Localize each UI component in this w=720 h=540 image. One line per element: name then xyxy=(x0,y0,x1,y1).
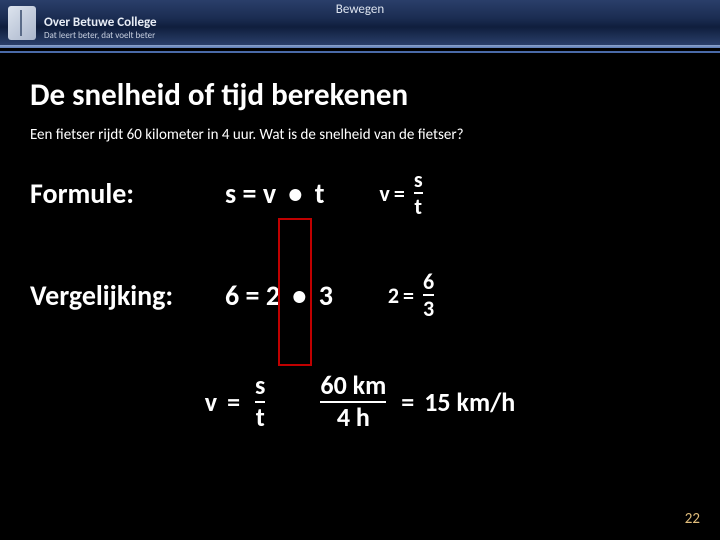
formula-expression: s = v • t xyxy=(225,176,324,211)
fraction-den: t xyxy=(256,404,265,431)
equals-sign: = xyxy=(401,386,414,418)
dot-icon: • xyxy=(282,176,308,211)
equation-label: Vergelijking: xyxy=(30,278,225,313)
formula-v: v xyxy=(263,176,276,211)
fraction-num: 6 xyxy=(423,270,434,293)
school-name: Over Betuwe College xyxy=(44,15,157,30)
school-motto: Dat leert beter, dat voelt beter xyxy=(44,30,155,41)
fraction-num: s xyxy=(414,168,423,191)
page-number: 22 xyxy=(685,510,700,528)
fraction: s t xyxy=(414,168,423,218)
eq-lhs: 6 xyxy=(225,278,239,313)
formula-row: Formule: s = v • t v = s t xyxy=(30,168,690,218)
equation-row: Vergelijking: 6 = 2 • 3 2 = 6 3 xyxy=(30,270,690,320)
final-equation: v = s t 60 km 4 h = 15 km/h xyxy=(30,372,690,431)
formula-s: s xyxy=(225,176,236,211)
fraction-num: s xyxy=(255,372,265,399)
eq-a: 2 xyxy=(266,278,280,313)
equation-expression: 6 = 2 • 3 xyxy=(225,278,333,313)
final-v: v xyxy=(205,386,217,418)
side-lhs: v xyxy=(379,180,389,207)
fraction-num: 60 km xyxy=(320,372,386,399)
eq-b: 3 xyxy=(319,278,333,313)
school-logo xyxy=(8,6,36,40)
header-title: Bewegen xyxy=(336,2,384,17)
equals-sign: = xyxy=(246,278,260,313)
slide-header: Over Betuwe College Dat leert beter, dat… xyxy=(0,0,720,48)
page-title: De snelheid of tijd berekenen xyxy=(30,76,690,114)
fraction: 6 3 xyxy=(423,270,434,320)
side-lhs: 2 xyxy=(388,282,399,309)
question-text: Een fietser rijdt 60 kilometer in 4 uur.… xyxy=(30,126,690,144)
equals-sign: = xyxy=(394,180,405,207)
formula-label: Formule: xyxy=(30,176,225,211)
final-result: 15 km/h xyxy=(424,386,515,418)
fraction-den: t xyxy=(414,195,422,218)
slide-content: De snelheid of tijd berekenen Een fietse… xyxy=(0,48,720,431)
side-equation: 2 = 6 3 xyxy=(388,270,439,320)
dot-icon: • xyxy=(286,278,312,313)
fraction-den: 3 xyxy=(423,297,434,320)
equals-sign: = xyxy=(403,282,414,309)
formula-t: t xyxy=(315,176,325,211)
equals-sign: = xyxy=(227,386,240,418)
fraction-den: 4 h xyxy=(337,404,370,431)
fraction: 60 km 4 h xyxy=(320,372,386,431)
equals-sign: = xyxy=(243,176,257,211)
side-formula: v = s t xyxy=(379,168,427,218)
fraction: s t xyxy=(255,372,265,431)
